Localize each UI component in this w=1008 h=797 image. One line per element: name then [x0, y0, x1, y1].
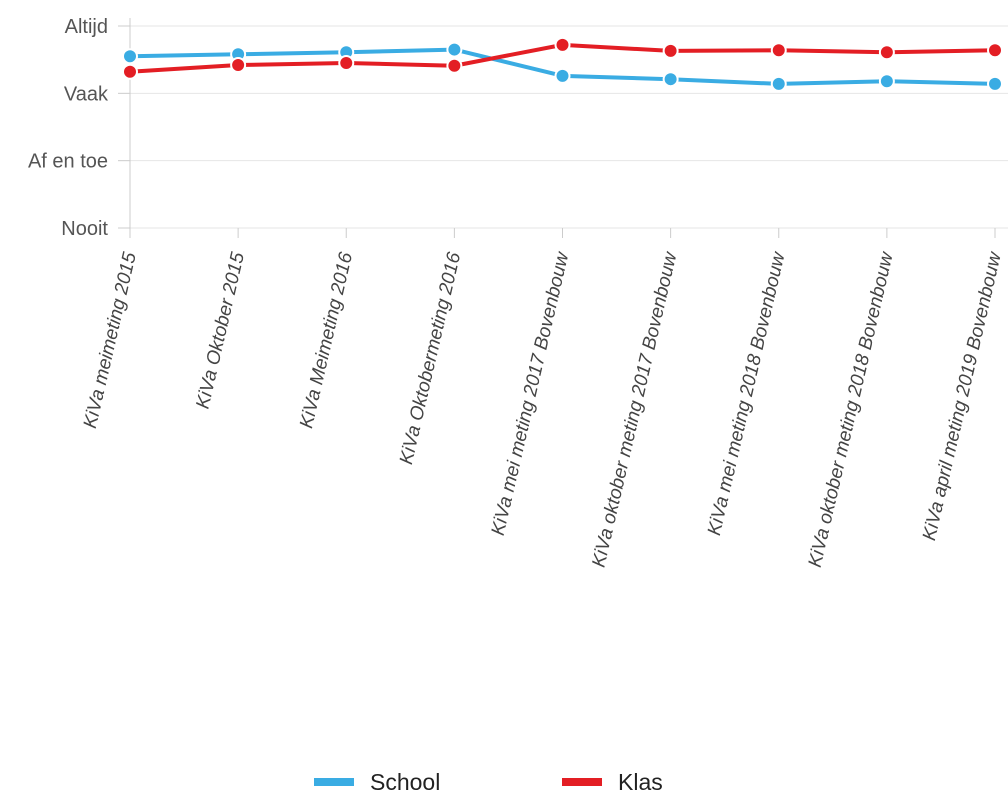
- y-tick-label: Altijd: [65, 16, 108, 38]
- data-point-klas[interactable]: [554, 36, 571, 53]
- x-tick-label: KiVa Oktober 2015: [193, 250, 250, 411]
- x-tick-label: KiVa mei meting 2017 Bovenbouw: [488, 249, 574, 537]
- data-point-klas[interactable]: [446, 57, 463, 74]
- y-tick-label: Af en toe: [28, 151, 108, 173]
- data-point-school[interactable]: [987, 75, 1003, 92]
- data-point-klas[interactable]: [122, 63, 138, 80]
- legend-item-school[interactable]: School: [314, 769, 440, 795]
- x-tick-label: KiVa oktober meting 2017 Bovenbouw: [588, 249, 681, 569]
- data-point-school[interactable]: [662, 71, 679, 88]
- x-tick-label: KiVa Oktobermeting 2016: [396, 250, 465, 466]
- legend-item-klas[interactable]: Klas: [562, 769, 663, 795]
- data-point-school[interactable]: [122, 48, 138, 65]
- legend-swatch-klas: [562, 778, 602, 786]
- y-tick-label: Nooit: [61, 218, 108, 240]
- x-tick-label: KiVa meimeting 2015: [80, 250, 141, 430]
- data-point-klas[interactable]: [987, 42, 1003, 59]
- data-point-klas[interactable]: [338, 55, 355, 72]
- x-tick-label: KiVa oktober meting 2018 Bovenbouw: [805, 249, 898, 569]
- y-tick-labels: Nooit Af en toe Vaak Altijd: [28, 16, 109, 240]
- data-point-school[interactable]: [446, 41, 463, 58]
- series: [122, 36, 1003, 92]
- gridlines: [130, 25, 1008, 229]
- data-point-klas[interactable]: [230, 57, 247, 74]
- x-tick-label: KiVa mei meting 2018 Bovenbouw: [704, 249, 790, 537]
- x-tick-labels: KiVa meimeting 2015 KiVa Oktober 2015 KiVa…: [80, 249, 1006, 569]
- legend-label-klas: Klas: [618, 769, 663, 795]
- data-point-klas[interactable]: [770, 42, 787, 59]
- x-tick-label: KiVa Meimeting 2016: [296, 250, 357, 430]
- data-point-school[interactable]: [770, 75, 787, 92]
- legend[interactable]: School Klas: [314, 769, 663, 795]
- y-tick-label: Vaak: [64, 83, 109, 105]
- data-point-school[interactable]: [878, 73, 895, 90]
- data-point-klas[interactable]: [878, 44, 895, 61]
- x-tick-label: KiVa april meting 2019 Bovenbouw: [919, 249, 1006, 542]
- legend-label-school: School: [370, 769, 440, 795]
- data-point-klas[interactable]: [662, 42, 679, 59]
- data-point-school[interactable]: [554, 67, 571, 84]
- axes: [118, 18, 996, 238]
- legend-swatch-school: [314, 778, 354, 786]
